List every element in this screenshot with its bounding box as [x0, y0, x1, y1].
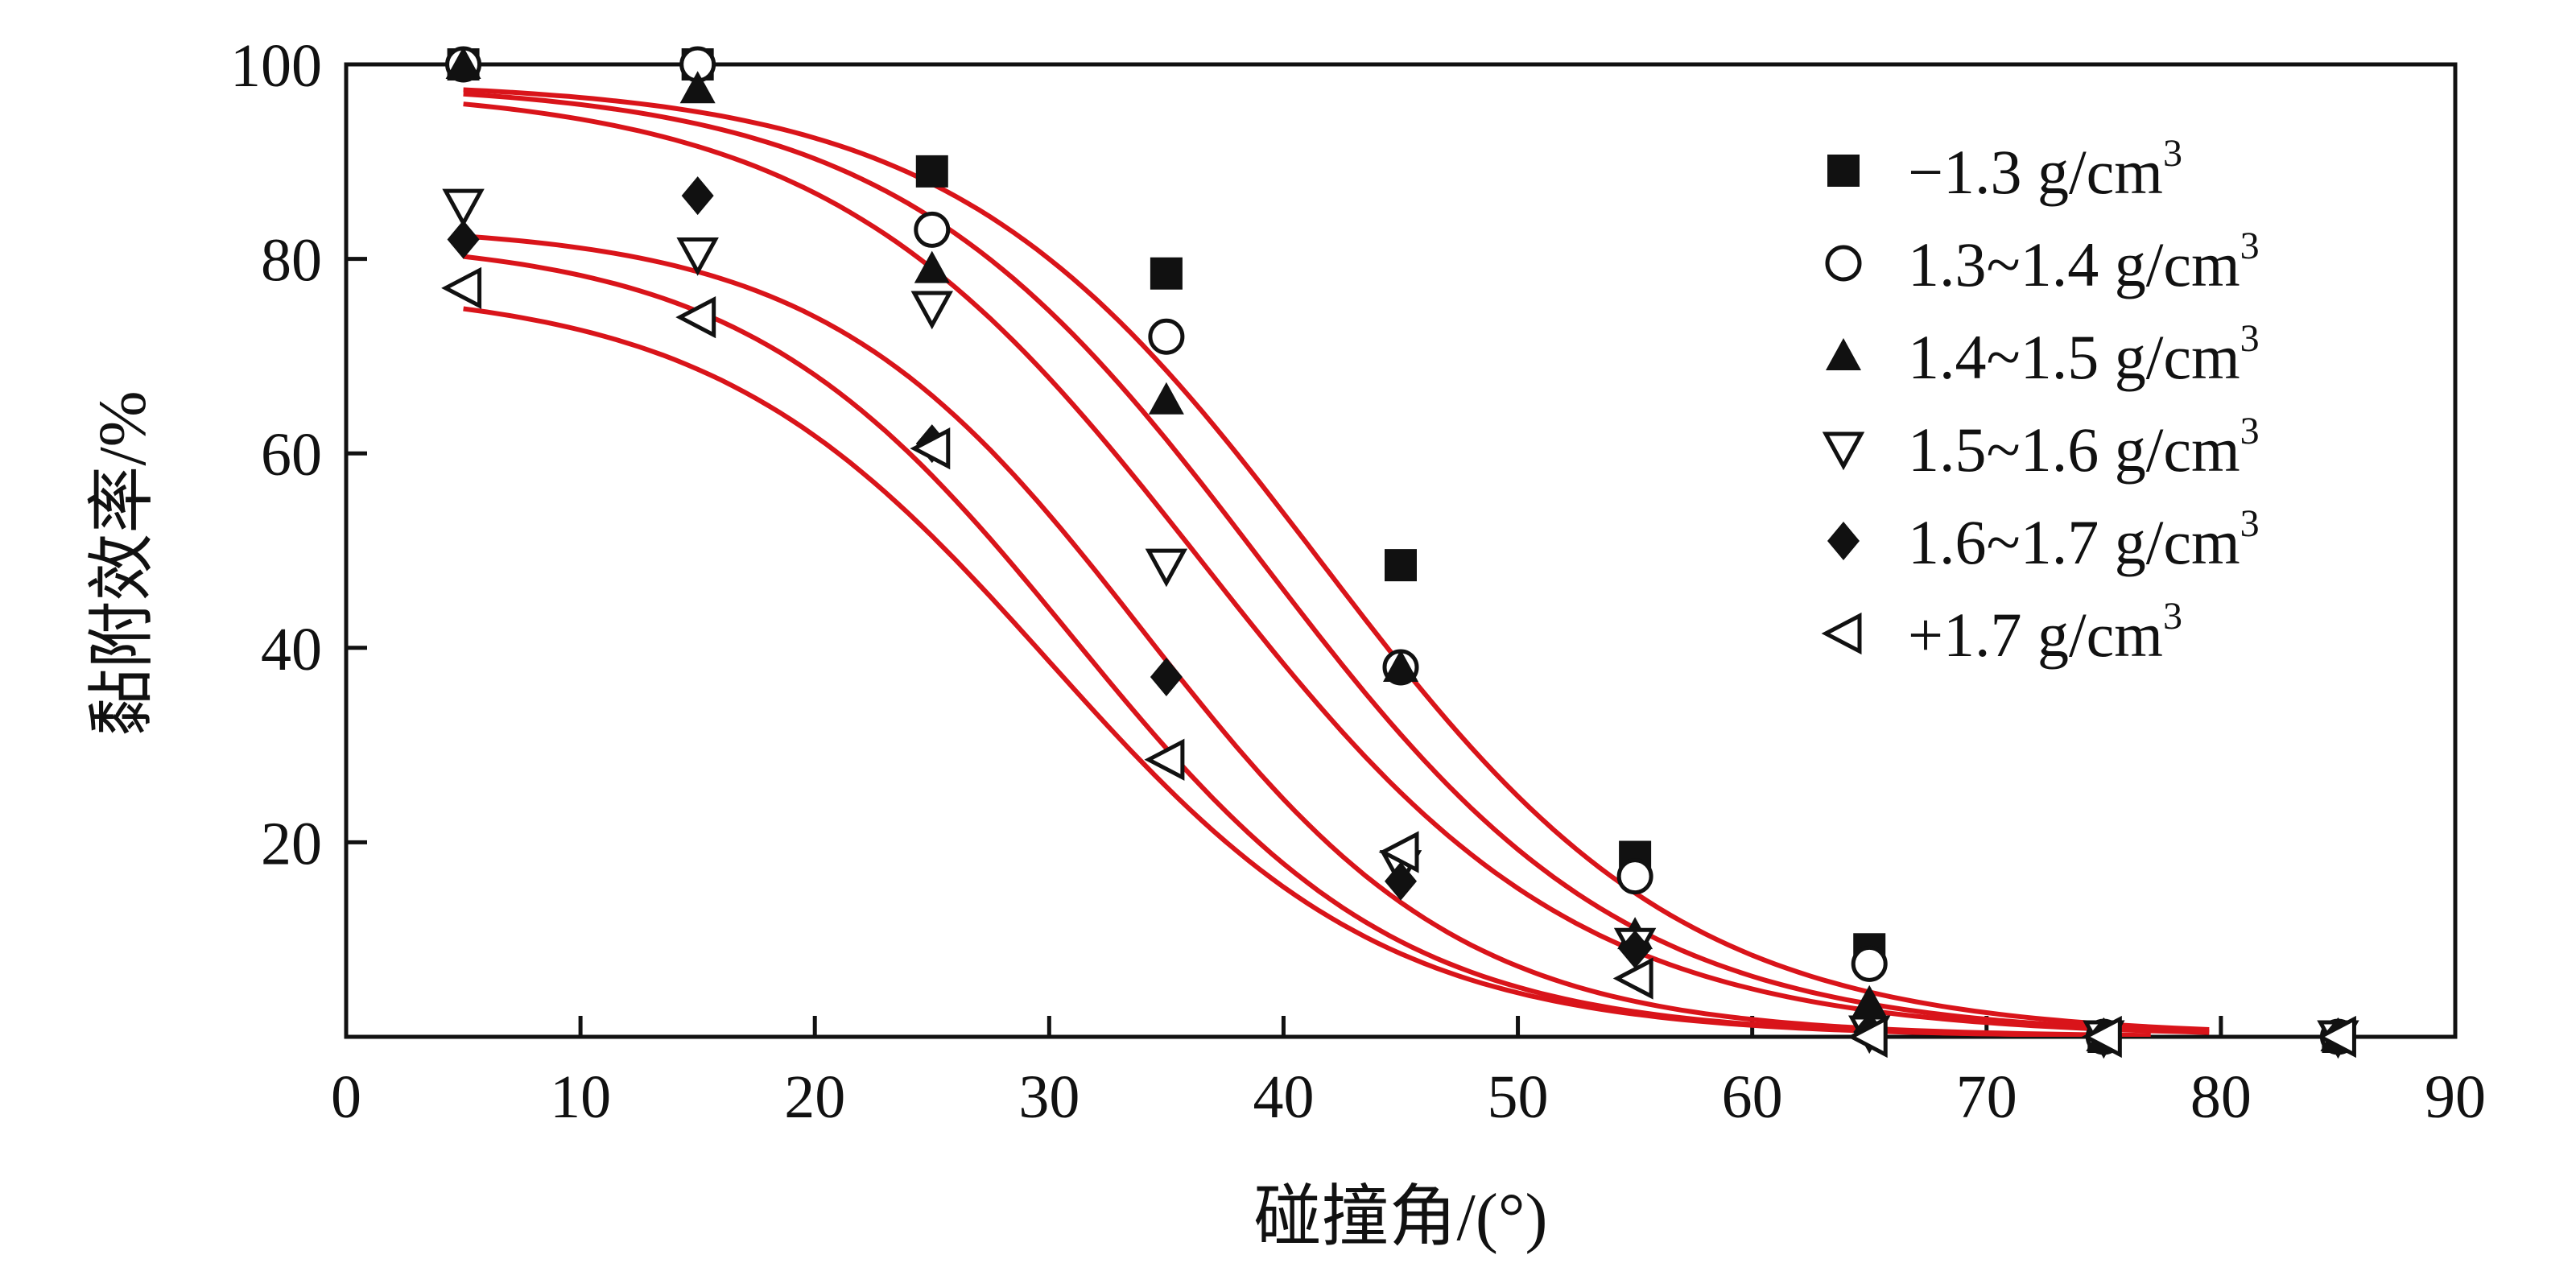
legend-label: 1.4~1.5 g/cm3 [1908, 317, 2260, 392]
data-point [1383, 649, 1418, 682]
y-tick-label: 80 [261, 227, 322, 295]
legend-marker [1826, 338, 1861, 370]
legend-label-superscript: 3 [2240, 502, 2260, 545]
legend-label: 1.6~1.7 g/cm3 [1908, 502, 2260, 577]
legend-marker [1822, 431, 1865, 471]
data-point [910, 427, 951, 470]
data-point [1148, 318, 1185, 355]
plot-frame [344, 62, 2458, 1039]
x-tick-label: 10 [550, 1063, 611, 1131]
legend-label-text: 1.5~1.6 g/cm [1908, 415, 2240, 485]
data-point [679, 71, 716, 104]
legend-marker [1821, 612, 1862, 655]
data-point [1619, 930, 1652, 969]
data-point [910, 291, 954, 330]
y-tick-label: 100 [230, 32, 322, 100]
x-tick-label: 20 [784, 1063, 845, 1131]
data-point [1847, 1015, 1888, 1059]
data-point [445, 47, 481, 79]
data-point [675, 295, 716, 339]
data-point [1385, 861, 1417, 901]
y-tick-label: 60 [261, 421, 322, 489]
data-point [676, 237, 719, 276]
data-point [1612, 957, 1653, 1000]
legend-label-superscript: 3 [2163, 132, 2182, 175]
x-tick-label: 50 [1488, 1063, 1549, 1131]
legend-label-superscript: 3 [2240, 225, 2260, 267]
data-point [1145, 548, 1188, 588]
fit-curve [463, 101, 2210, 1035]
fit-curve [463, 233, 2151, 1037]
legend-label-superscript: 3 [2163, 595, 2182, 638]
fit-curve [463, 91, 2210, 1034]
legend-marker [1827, 522, 1860, 560]
legend-label: 1.5~1.6 g/cm3 [1908, 410, 2260, 485]
legend-label: −1.3 g/cm3 [1908, 132, 2182, 207]
legend-label-text: −1.3 g/cm [1908, 137, 2163, 207]
fit-curve [463, 87, 2210, 1032]
fit-curve [463, 306, 2151, 1037]
x-tick-label: 0 [331, 1063, 361, 1131]
data-point [2081, 1015, 2122, 1059]
y-tick-label: 40 [261, 616, 322, 683]
legend-label: 1.3~1.4 g/cm3 [1908, 225, 2260, 299]
x-tick-label: 30 [1018, 1063, 1080, 1131]
legend-label-superscript: 3 [2240, 317, 2260, 360]
legend-marker [1827, 155, 1860, 187]
y-axis-title: 黏附效率/% [85, 390, 160, 736]
data-point [1385, 549, 1417, 582]
data-points-group [441, 46, 2359, 1059]
fit-curve [463, 254, 2151, 1037]
data-point [1144, 738, 1185, 781]
x-axis-title: 碰撞角/(°) [1254, 1180, 1548, 1255]
legend-label: +1.7 g/cm3 [1908, 595, 2182, 670]
data-point [1148, 382, 1184, 415]
y-tick-label: 20 [261, 810, 322, 877]
legend-label-text: 1.3~1.4 g/cm [1908, 229, 2240, 299]
data-point [442, 188, 485, 228]
data-point [441, 266, 482, 309]
data-point [915, 155, 948, 188]
legend-label-text: 1.6~1.7 g/cm [1908, 507, 2240, 577]
data-point [2316, 1015, 2356, 1059]
x-tick-label: 90 [2425, 1063, 2486, 1131]
x-tick-label: 40 [1253, 1063, 1314, 1131]
x-tick-label: 70 [1956, 1063, 2017, 1131]
data-point [914, 250, 950, 283]
data-point [1378, 831, 1419, 873]
data-point [447, 220, 480, 259]
data-point [1150, 658, 1183, 697]
data-point [914, 211, 951, 248]
data-point [1851, 945, 1888, 982]
axes-group: 0 10 20 30 40 50 60 70 80 90 20 40 60 80 100 [230, 32, 2486, 1131]
data-point [681, 176, 714, 216]
legend-label-text: 1.4~1.5 g/cm [1908, 322, 2240, 392]
data-point [1852, 984, 1888, 1017]
legend-marker [1825, 245, 1862, 282]
x-tick-label: 80 [2190, 1063, 2252, 1131]
legend-label-superscript: 3 [2240, 410, 2260, 452]
data-point [1150, 257, 1183, 290]
legend-label-text: +1.7 g/cm [1908, 600, 2163, 670]
data-point [1616, 858, 1653, 895]
x-tick-label: 60 [1722, 1063, 1783, 1131]
